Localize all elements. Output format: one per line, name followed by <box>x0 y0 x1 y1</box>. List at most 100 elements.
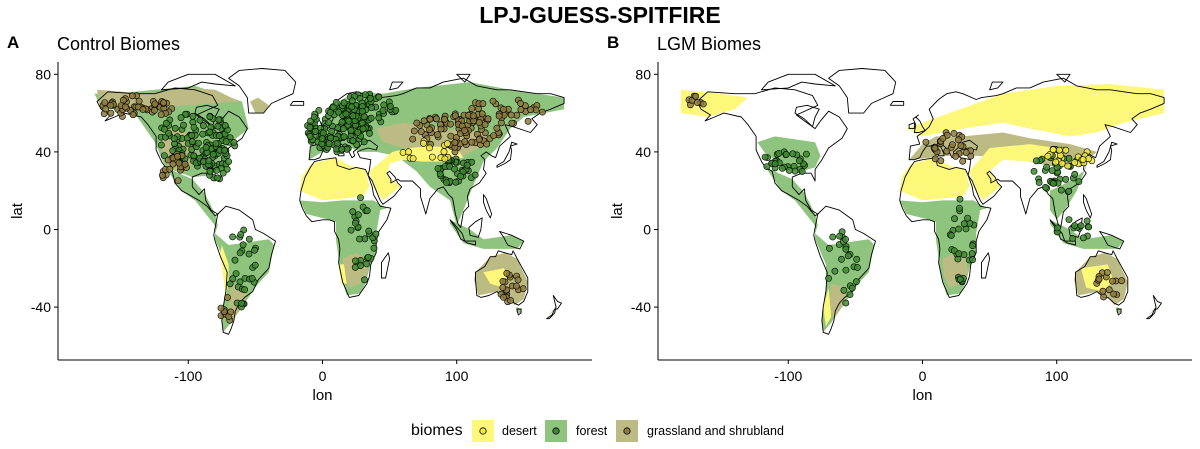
biome-region-forest <box>1050 155 1091 220</box>
panel-a-title: Control Biomes <box>57 34 181 54</box>
site-point-forest <box>229 233 236 241</box>
site-point-forest <box>960 220 968 228</box>
site-point-forest <box>238 299 245 307</box>
legend-label-desert: desert <box>502 424 537 438</box>
site-point-grassland <box>224 294 231 301</box>
site-point-forest <box>392 107 400 114</box>
site-point-forest <box>829 233 837 241</box>
coastline <box>228 68 297 114</box>
biome-region-forest <box>515 307 522 313</box>
site-point-grassland <box>699 100 707 108</box>
site-point-forest <box>791 167 799 175</box>
site-point-desert <box>1062 146 1070 154</box>
site-point-forest <box>379 107 387 114</box>
site-point-forest <box>232 270 240 277</box>
site-point-grassland <box>139 106 147 113</box>
site-point-grassland <box>413 119 421 127</box>
site-point-grassland <box>174 152 181 160</box>
site-point-forest <box>306 124 314 131</box>
site-point-forest <box>160 152 168 159</box>
biome-region-forest <box>450 219 524 249</box>
site-point-forest <box>831 267 839 275</box>
site-point-forest <box>803 150 810 158</box>
site-point-forest <box>761 153 769 161</box>
site-point-forest <box>463 161 471 169</box>
site-point-forest <box>171 124 179 132</box>
coastline <box>213 205 276 335</box>
coastline <box>1116 308 1122 316</box>
site-point-forest <box>1054 224 1061 232</box>
site-point-grassland <box>174 177 182 184</box>
biome-region-forest <box>765 167 875 333</box>
site-point-forest <box>354 128 362 136</box>
site-point-forest <box>1062 175 1070 183</box>
y-tick-label: 80 <box>35 66 51 82</box>
site-point-forest <box>372 230 380 238</box>
coastline <box>468 217 483 238</box>
coastline <box>1064 240 1076 246</box>
x-tick-label: -100 <box>774 368 802 384</box>
site-point-forest <box>838 255 845 263</box>
site-point-forest <box>1071 170 1079 178</box>
site-point-grassland <box>952 152 960 160</box>
site-point-forest <box>842 235 849 243</box>
site-point-forest <box>1077 222 1085 230</box>
site-point-forest <box>1071 222 1078 229</box>
biome-region-desert <box>906 84 1165 137</box>
site-point-forest <box>196 116 204 124</box>
site-point-grassland <box>409 135 417 143</box>
site-point-forest <box>205 157 213 165</box>
site-point-forest <box>782 150 790 158</box>
site-point-forest <box>969 256 976 264</box>
site-point-forest <box>375 114 383 122</box>
coastline <box>161 73 236 91</box>
site-point-desert <box>1064 162 1072 170</box>
site-point-grassland <box>524 117 532 125</box>
site-point-desert <box>409 155 417 162</box>
site-point-forest <box>434 165 442 172</box>
site-point-forest <box>199 122 207 130</box>
site-point-forest <box>951 215 958 223</box>
coastline <box>989 81 1004 91</box>
site-point-forest <box>206 167 214 175</box>
site-point-forest <box>1050 180 1057 187</box>
site-point-forest <box>947 232 955 239</box>
site-point-forest <box>213 166 221 174</box>
site-point-grassland <box>426 126 433 134</box>
coastline <box>813 205 876 335</box>
site-point-forest <box>340 133 348 141</box>
coastline <box>96 87 248 217</box>
site-point-forest <box>216 132 223 140</box>
site-point-forest <box>214 174 221 182</box>
site-point-grassland <box>962 149 970 156</box>
site-point-grassland <box>426 115 434 123</box>
site-point-forest <box>325 119 333 126</box>
site-point-forest <box>778 164 786 172</box>
site-point-forest <box>162 119 170 127</box>
site-point-forest <box>202 144 210 151</box>
site-point-forest <box>1030 167 1038 175</box>
site-point-forest <box>443 179 450 186</box>
biome-region-grassland <box>250 97 269 114</box>
figure-title: LPJ-GUESS-SPITFIRE <box>479 2 721 28</box>
site-point-grassland <box>1118 277 1125 285</box>
site-point-grassland <box>479 100 487 108</box>
site-point-forest <box>310 113 318 121</box>
site-point-forest <box>188 138 196 146</box>
coastline <box>381 252 391 279</box>
coastline <box>299 157 392 298</box>
site-point-grassland <box>481 121 489 128</box>
site-point-forest <box>796 157 803 165</box>
site-point-grassland <box>478 110 486 118</box>
site-point-grassland <box>434 131 441 139</box>
site-point-forest <box>356 235 363 243</box>
legend-title: biomes <box>411 422 463 439</box>
site-point-forest <box>225 158 232 165</box>
site-point-grassland <box>227 308 235 316</box>
site-point-grassland <box>166 165 174 173</box>
site-point-grassland <box>417 128 425 135</box>
site-point-grassland <box>1110 290 1118 298</box>
site-point-forest <box>157 141 165 149</box>
site-point-grassland <box>514 276 522 284</box>
site-point-grassland <box>447 132 455 140</box>
